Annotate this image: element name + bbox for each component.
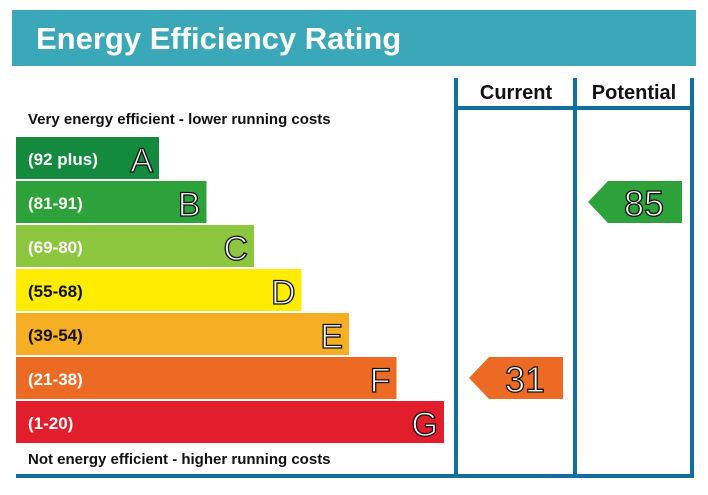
- title-bar: [12, 10, 696, 66]
- bottom-note: Not energy efficient - higher running co…: [28, 451, 331, 468]
- band-range-label: (1-20): [28, 414, 73, 433]
- current-rating-value: 31: [505, 359, 545, 400]
- band-c: [16, 225, 254, 267]
- band-letter: D: [271, 274, 296, 312]
- potential-rating-arrow: [588, 181, 682, 223]
- current-header: Current: [480, 82, 553, 104]
- band-letter: E: [320, 318, 343, 356]
- top-note: Very energy efficient - lower running co…: [28, 111, 331, 128]
- band-letter: F: [370, 362, 391, 400]
- band-letter: A: [130, 142, 153, 180]
- potential-rating-value: 85: [624, 183, 664, 224]
- band-range-label: (92 plus): [28, 150, 98, 169]
- band-letter: G: [412, 406, 438, 444]
- band-d: [16, 269, 302, 311]
- current-rating-arrow: [469, 357, 563, 399]
- chart-title: Energy Efficiency Rating: [36, 21, 401, 56]
- band-e: [16, 313, 349, 355]
- frame: [16, 78, 694, 478]
- band-g: [16, 401, 444, 443]
- band-range-label: (81-91): [28, 194, 83, 213]
- band-range-label: (69-80): [28, 238, 83, 257]
- band-b: [16, 181, 207, 223]
- band-range-label: (55-68): [28, 282, 83, 301]
- band-f: [16, 357, 397, 399]
- band-letter: C: [223, 230, 248, 268]
- band-range-label: (21-38): [28, 370, 83, 389]
- band-range-label: (39-54): [28, 326, 83, 345]
- potential-header: Potential: [592, 82, 676, 104]
- band-letter: B: [178, 186, 201, 224]
- band-a: [16, 137, 159, 179]
